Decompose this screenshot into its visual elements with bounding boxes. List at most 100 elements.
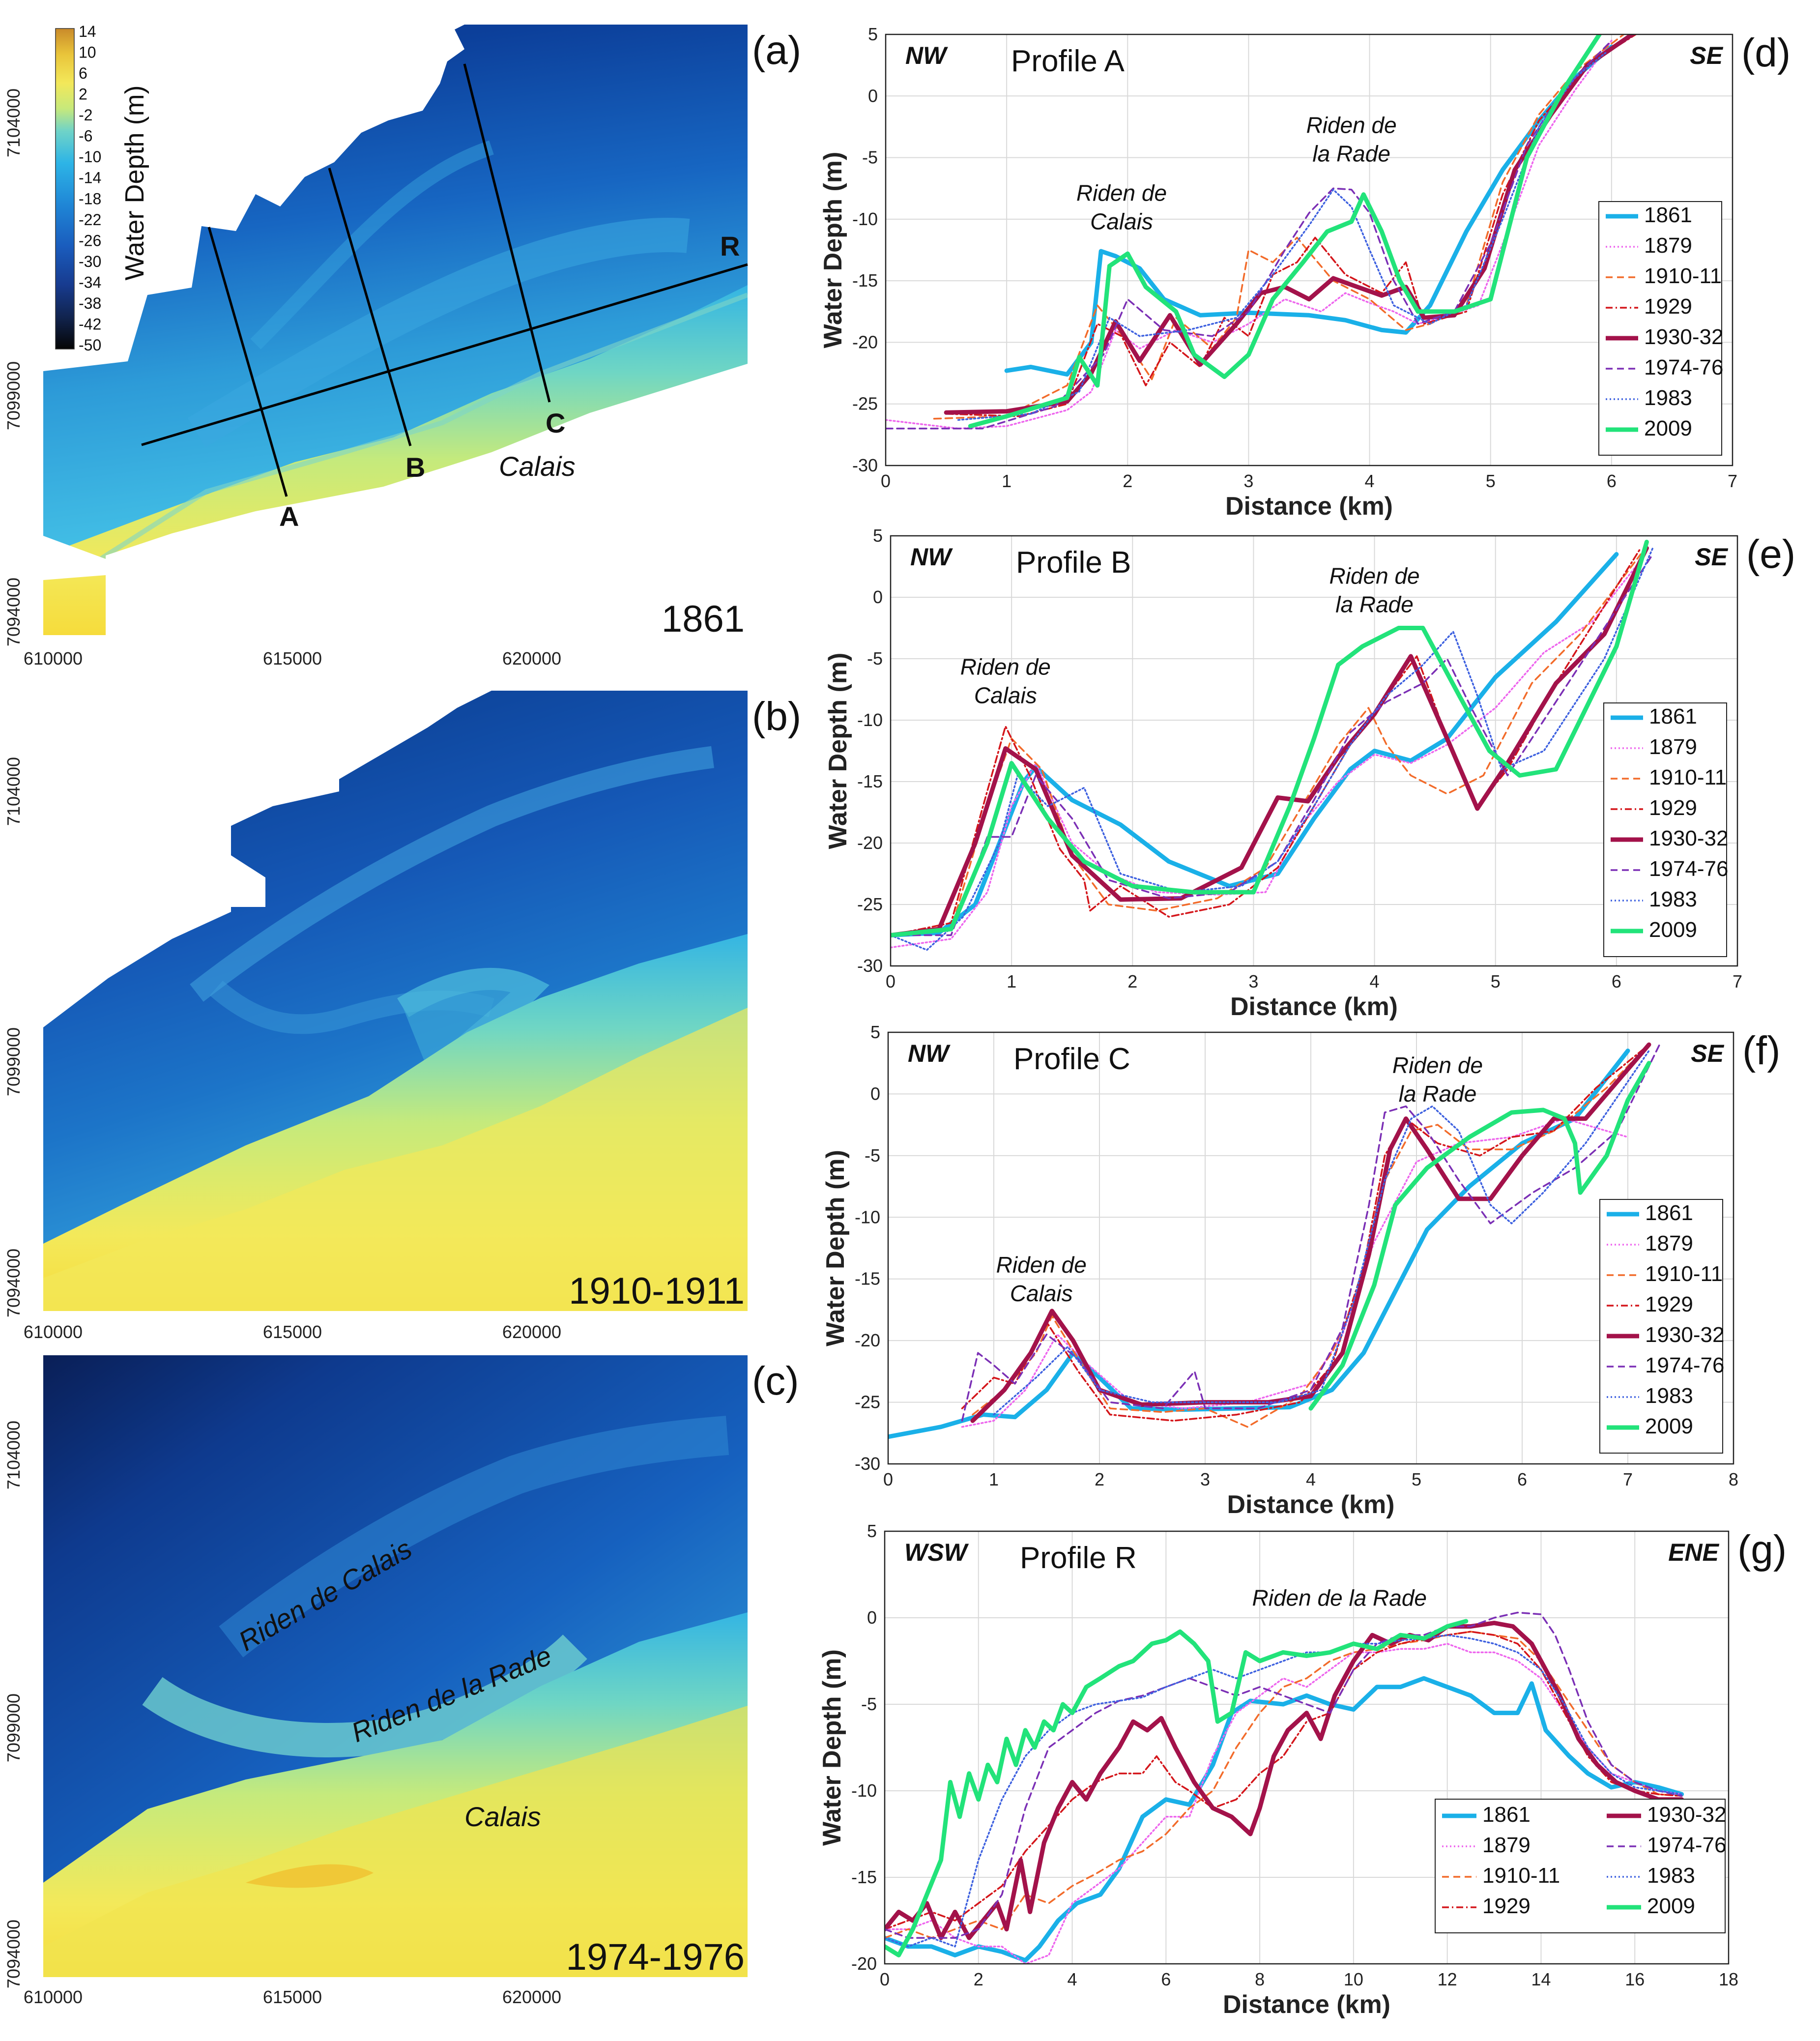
profile-line-a <box>207 227 288 497</box>
legend: 1861 1879 1910-11 1929 1930-32 1974-76 1983 200… <box>1603 702 1728 957</box>
profile-title: Profile A <box>1011 44 1125 78</box>
plot-frame <box>887 1031 1734 1465</box>
series-1910-11 <box>885 1631 1683 1939</box>
y-axis-label: Water Depth (m) <box>824 653 852 849</box>
legend-label-1861: 1861 <box>1644 203 1692 227</box>
xtick-label-0: 0 <box>880 1969 890 1989</box>
panel-letter: (d) <box>1741 30 1791 75</box>
series-1974-76 <box>886 39 1613 430</box>
colorbar-tick-10: -26 <box>79 232 101 249</box>
x-axis-label: Distance (km) <box>1227 1490 1395 1519</box>
xtick-label-5: 5 <box>1491 971 1501 991</box>
legend: 1861 1879 1910-11 1929 1930-32 1974-76 1983 200… <box>1435 1799 1726 1933</box>
panel-letter: (f) <box>1742 1028 1780 1073</box>
chart-profile-c: 0 1 2 3 4 5 6 7 8 5 0 -5 -10 -15 -20 -25 -30 NW SE Profile … <box>821 1022 1780 1519</box>
ytick-label-0: 5 <box>873 525 883 546</box>
colorbar-tick-2: 6 <box>79 64 87 82</box>
series-1974-76 <box>891 553 1654 936</box>
ytick-label-6: -25 <box>857 894 883 914</box>
series-lines <box>886 34 1637 430</box>
xtick-label-0: 0 <box>881 471 891 491</box>
ytick-label-5: -20 <box>852 332 878 352</box>
bathymetry-1974 <box>43 1355 748 1977</box>
annotation-0-line-0: Riden de <box>960 654 1051 680</box>
series-1861 <box>1004 44 1614 377</box>
bathymetry-1910 <box>43 691 748 1311</box>
legend-box <box>1598 201 1722 456</box>
label-a: A <box>279 501 299 532</box>
legend-label-1930-32: 1930-32 <box>1649 826 1728 850</box>
series-1930-32 <box>970 1042 1651 1423</box>
ytick-label-4: -15 <box>857 771 883 791</box>
legend-label-2009: 2009 <box>1647 1894 1695 1918</box>
panel-letter-a: (a) <box>752 28 801 73</box>
ytick-label-0: 5 <box>868 24 878 44</box>
ytick-label-4: -15 <box>851 1867 877 1887</box>
legend-label-1974-76: 1974-76 <box>1647 1833 1726 1857</box>
profile-title: Profile C <box>1013 1042 1130 1076</box>
ytick-label-1: 0 <box>867 1607 877 1628</box>
colorbar-tick-12: -34 <box>79 273 101 291</box>
legend-label-1879: 1879 <box>1649 735 1697 759</box>
legend-label-1879: 1879 <box>1644 233 1692 258</box>
xtick-label-6: 6 <box>1607 471 1617 491</box>
map-panel-c: Riden de Calais Riden de la Rade Calais … <box>43 1355 799 1978</box>
year-1861: 1861 <box>662 598 745 640</box>
colorbar-tick-3: 2 <box>79 86 87 103</box>
ytick-label-3: -10 <box>851 1780 877 1801</box>
series-1879 <box>961 1117 1629 1428</box>
xtick-label-2: 4 <box>1068 1969 1077 1989</box>
profile-title: Profile B <box>1016 546 1131 580</box>
series-1879 <box>885 1643 1683 1964</box>
colorbar-tick-11: -30 <box>79 253 101 270</box>
ytick-label-7: -30 <box>855 1454 880 1474</box>
bathymetry-1861 <box>43 25 748 635</box>
legend-label-1861: 1861 <box>1482 1803 1531 1827</box>
legend-label-2009: 2009 <box>1645 1414 1693 1438</box>
map-2-ytick-1: 7099000 <box>3 1693 24 1762</box>
xtick-label-4: 4 <box>1365 471 1375 491</box>
ytick-label-5: -20 <box>851 1954 877 1974</box>
direction-left: WSW <box>904 1539 969 1566</box>
series-1983 <box>891 547 1654 951</box>
y-axis-label: Water Depth (m) <box>821 1150 850 1346</box>
series-1910-11 <box>891 553 1642 936</box>
map-0-ytick-1: 7099000 <box>3 361 24 430</box>
annotation-0-line-1: Calais <box>974 683 1037 708</box>
legend-label-1983: 1983 <box>1645 1384 1693 1408</box>
xtick-label-3: 3 <box>1243 471 1253 491</box>
colorbar: 14 10 6 2 -2 -6 -10 -14 -18 -22 -26 -30 -34 -38 -42 -50… <box>55 23 149 354</box>
place-calais-a: Calais <box>499 451 576 482</box>
series-2009 <box>1308 1061 1651 1411</box>
ytick-label-3: -10 <box>852 209 878 229</box>
xtick-label-7: 7 <box>1728 471 1737 491</box>
label-c: C <box>546 408 565 438</box>
ytick-label-1: 0 <box>868 86 878 106</box>
plot-frame <box>884 1530 1730 1965</box>
map-2-xtick-2: 620000 <box>502 1987 561 2007</box>
ytick-label-2: -5 <box>862 147 878 168</box>
y-axis-label: Water Depth (m) <box>818 1649 846 1846</box>
xtick-label-1: 1 <box>989 1469 999 1489</box>
map-2-ytick-2: 7094000 <box>3 1920 24 1988</box>
colorbar-title: Water Depth (m) <box>120 85 149 280</box>
legend-label-2009: 2009 <box>1649 918 1697 942</box>
legend-label-1910-11: 1910-11 <box>1644 264 1722 288</box>
plot-area <box>886 34 1733 466</box>
annotation-0-line-1: Calais <box>1090 208 1153 234</box>
direction-right: SE <box>1690 42 1723 69</box>
xtick-label-9: 18 <box>1719 1969 1738 1989</box>
ytick-label-2: -5 <box>865 1145 880 1166</box>
xtick-label-4: 4 <box>1306 1469 1316 1489</box>
map-2-ytick-0: 7104000 <box>3 1421 24 1489</box>
legend-label-1861: 1861 <box>1649 704 1697 729</box>
series-2009 <box>891 540 1649 937</box>
annotation-0-line-0: Riden de <box>1076 180 1167 205</box>
legend-label-1974-76: 1974-76 <box>1644 355 1723 379</box>
colorbar-tick-0: 14 <box>79 23 96 40</box>
series-lines <box>891 540 1654 951</box>
place-calais-c: Calais <box>464 1801 541 1832</box>
ytick-label-1: 0 <box>873 587 883 607</box>
series-1910-11 <box>933 34 1625 420</box>
